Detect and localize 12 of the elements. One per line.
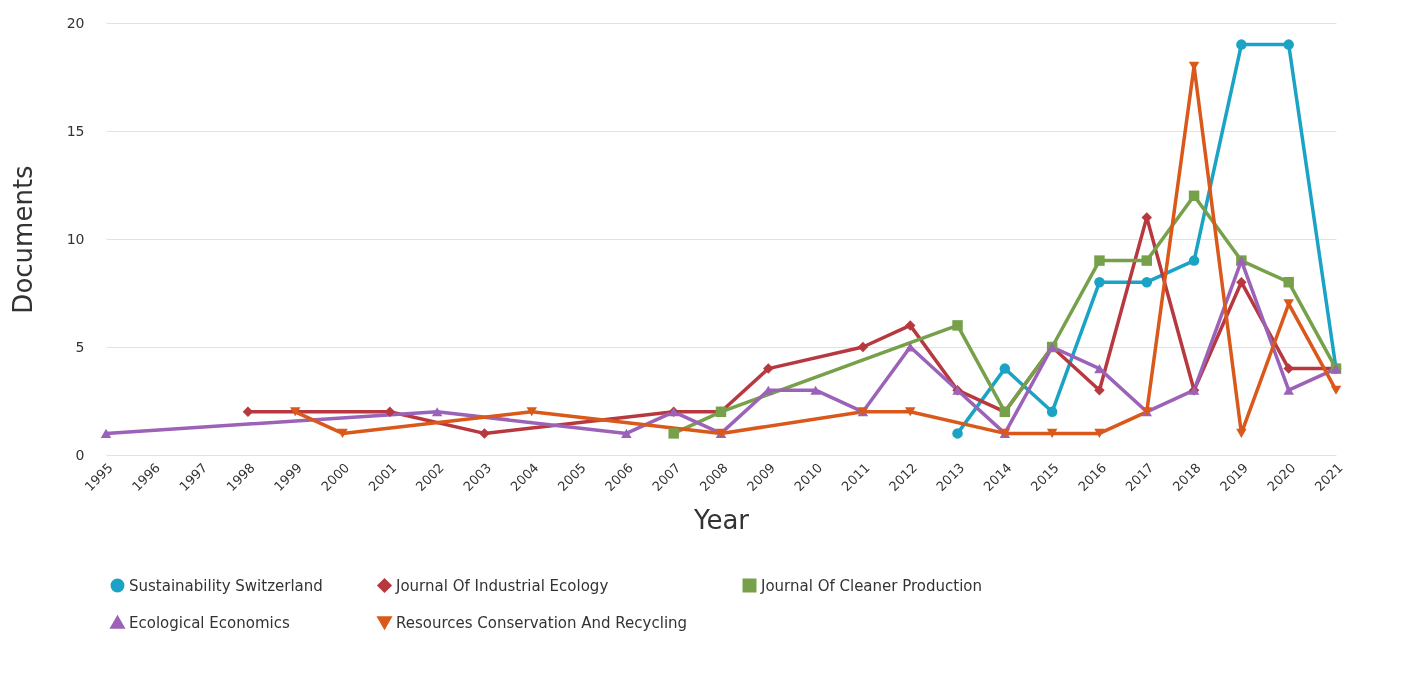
y-axis-title: Documents — [7, 165, 38, 314]
legend-label: Journal Of Cleaner Production — [760, 576, 983, 595]
y-tick-label: 20 — [66, 14, 85, 31]
legend-label: Journal Of Industrial Ecology — [395, 576, 609, 595]
x-axis-title: Year — [692, 505, 750, 536]
legend-label: Ecological Economics — [129, 613, 290, 632]
legend-label: Resources Conservation And Recycling — [396, 613, 688, 632]
y-tick-label: 0 — [75, 446, 85, 463]
y-tick-label: 10 — [66, 230, 85, 247]
y-tick-label: 5 — [75, 338, 85, 355]
y-tick-label: 15 — [66, 122, 85, 139]
legend-label: Sustainability Switzerland — [129, 576, 323, 595]
